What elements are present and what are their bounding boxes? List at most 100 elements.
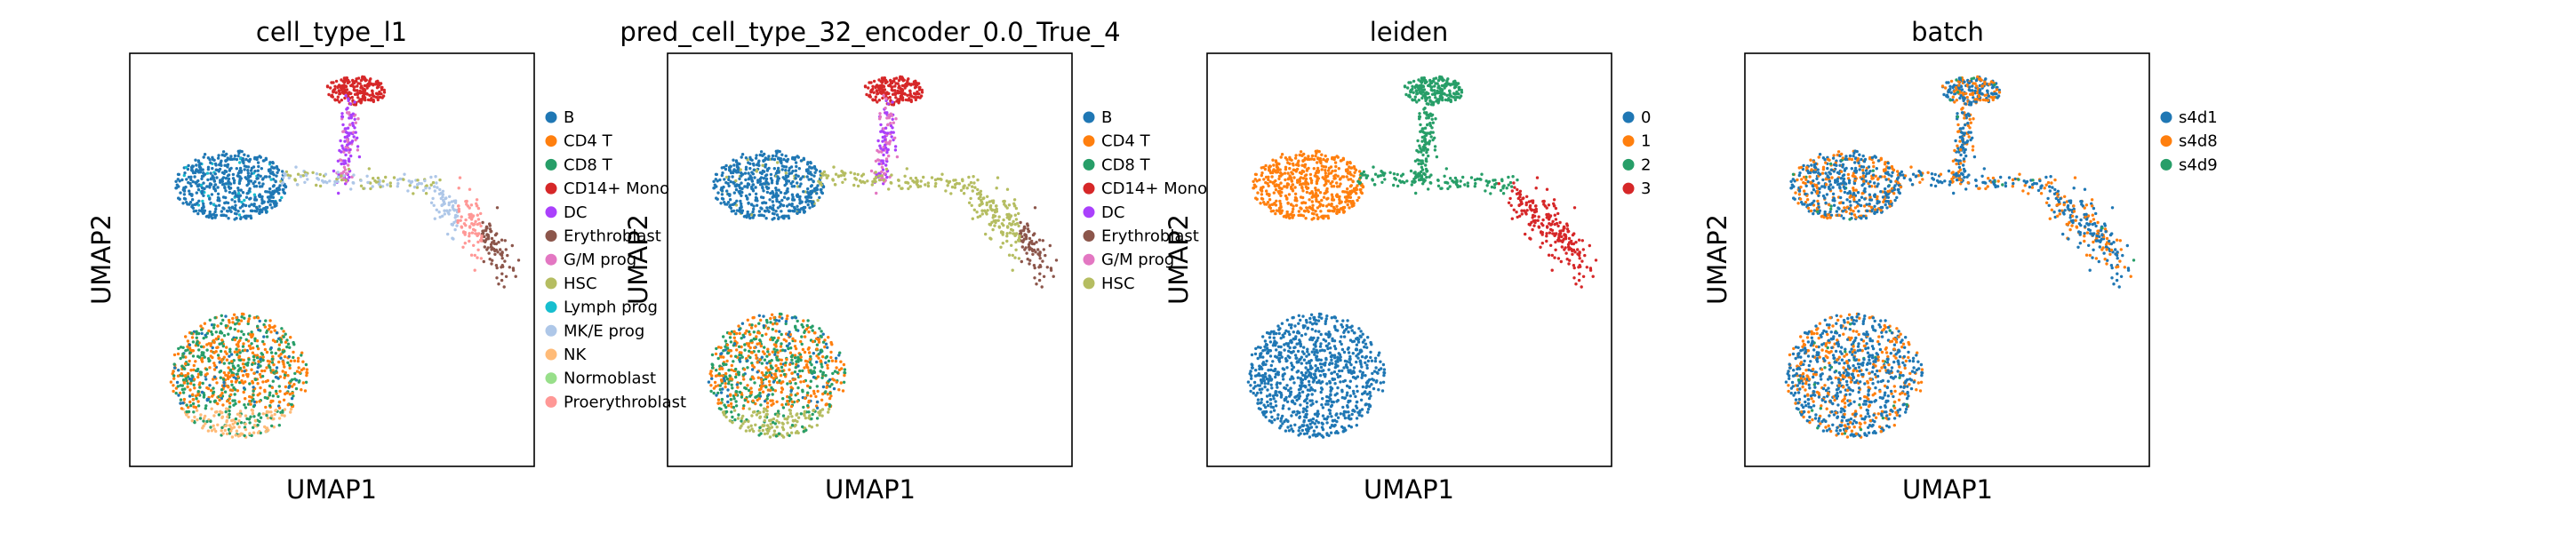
scatter-point: [753, 410, 756, 414]
scatter-point: [790, 400, 794, 403]
scatter-point: [710, 362, 714, 366]
scatter-point: [875, 84, 878, 89]
scatter-point: [1041, 239, 1045, 243]
scatter-point: [1275, 383, 1279, 386]
scatter-point: [1264, 362, 1268, 366]
scatter-point: [747, 426, 750, 429]
scatter-point: [885, 150, 889, 155]
scatter-point: [1007, 203, 1012, 207]
scatter-point: [834, 172, 838, 176]
scatter-point: [285, 345, 289, 349]
scatter-point: [352, 131, 356, 134]
scatter-point: [346, 138, 349, 141]
scatter-point: [433, 185, 436, 188]
scatter-point: [803, 335, 807, 338]
scatter-point: [212, 427, 216, 431]
scatter-point: [238, 380, 242, 385]
scatter-point: [221, 378, 226, 381]
scatter-point: [468, 239, 471, 243]
scatter-point: [283, 354, 287, 359]
scatter-point: [771, 393, 774, 396]
scatter-point: [203, 172, 207, 176]
scatter-point: [248, 421, 252, 425]
scatter-point: [1017, 224, 1020, 228]
scatter-point: [367, 167, 371, 171]
scatter-point: [439, 196, 443, 201]
scatter-point: [807, 346, 811, 350]
scatter-point: [1282, 404, 1285, 408]
scatter-point: [1259, 355, 1262, 359]
scatter-point: [182, 397, 187, 402]
scatter-point: [268, 319, 272, 322]
scatter-point: [1289, 338, 1293, 342]
scatter-point: [751, 316, 755, 320]
scatter-point: [916, 83, 919, 87]
scatter-point: [500, 257, 504, 260]
scatter-point: [985, 212, 988, 216]
scatter-point: [282, 190, 285, 195]
scatter-point: [980, 209, 984, 212]
scatter-point: [1321, 414, 1325, 418]
scatter-point: [742, 368, 747, 371]
scatter-point: [352, 173, 356, 177]
scatter-point: [202, 337, 205, 340]
scatter-point: [289, 410, 292, 414]
scatter-point: [715, 196, 718, 200]
scatter-point: [820, 335, 823, 338]
scatter-point: [191, 206, 196, 210]
scatter-point: [919, 179, 923, 183]
scatter-point: [1348, 424, 1351, 428]
scatter-point: [1289, 326, 1293, 330]
scatter-point: [189, 369, 193, 372]
scatter-point: [200, 354, 204, 357]
scatter-point: [244, 422, 247, 426]
scatter-point: [1338, 374, 1342, 378]
scatter-point: [249, 415, 252, 418]
scatter-point: [229, 155, 233, 158]
scatter-point: [447, 203, 451, 207]
scatter-point: [837, 388, 841, 392]
scatter-point: [776, 410, 780, 413]
scatter-point: [715, 369, 718, 372]
scatter-point: [1268, 340, 1273, 344]
scatter-point: [900, 187, 903, 190]
scatter-point: [253, 179, 257, 184]
scatter-point: [1371, 371, 1374, 376]
scatter-point: [1018, 234, 1021, 238]
scatter-point: [261, 159, 266, 163]
scatter-point: [1303, 375, 1308, 379]
scatter-point: [803, 350, 807, 354]
scatter-point: [794, 423, 797, 427]
scatter-point: [1371, 378, 1374, 381]
scatter-point: [220, 153, 224, 157]
scatter-point: [287, 354, 291, 359]
scatter-point: [808, 357, 812, 361]
scatter-point: [274, 179, 277, 183]
scatter-point: [740, 153, 745, 156]
scatter-point: [788, 342, 791, 346]
scatter-point: [238, 366, 243, 370]
scatter-point: [1288, 346, 1292, 350]
scatter-point: [747, 161, 750, 164]
scatter-point: [882, 162, 885, 165]
scatter-point: [472, 223, 476, 227]
scatter-point: [772, 194, 775, 198]
scatter-point: [174, 186, 179, 190]
scatter-point: [216, 156, 220, 160]
scatter-point: [1369, 350, 1372, 354]
scatter-point: [256, 346, 260, 351]
scatter-point: [731, 386, 734, 390]
scatter-point: [738, 177, 741, 180]
scatter-point: [179, 402, 182, 405]
scatter-point: [1305, 397, 1308, 401]
scatter-point: [1005, 225, 1010, 228]
scatter-point: [737, 324, 740, 328]
scatter-point: [994, 220, 997, 225]
scatter-point: [216, 324, 220, 328]
scatter-point: [892, 121, 895, 124]
scatter-point: [194, 360, 197, 363]
scatter-point: [817, 410, 820, 414]
scatter-point: [781, 406, 786, 410]
scatter-point: [212, 378, 215, 381]
scatter-point: [487, 251, 491, 255]
